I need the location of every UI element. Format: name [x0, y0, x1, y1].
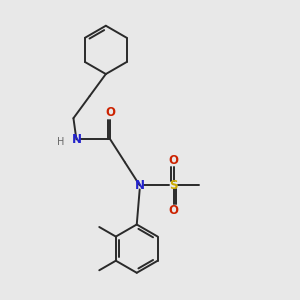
Text: S: S [169, 179, 178, 192]
Text: O: O [169, 204, 178, 217]
Text: O: O [105, 106, 115, 118]
Text: N: N [135, 179, 145, 192]
Text: O: O [169, 154, 178, 167]
Text: N: N [71, 133, 81, 146]
Text: H: H [57, 137, 65, 147]
